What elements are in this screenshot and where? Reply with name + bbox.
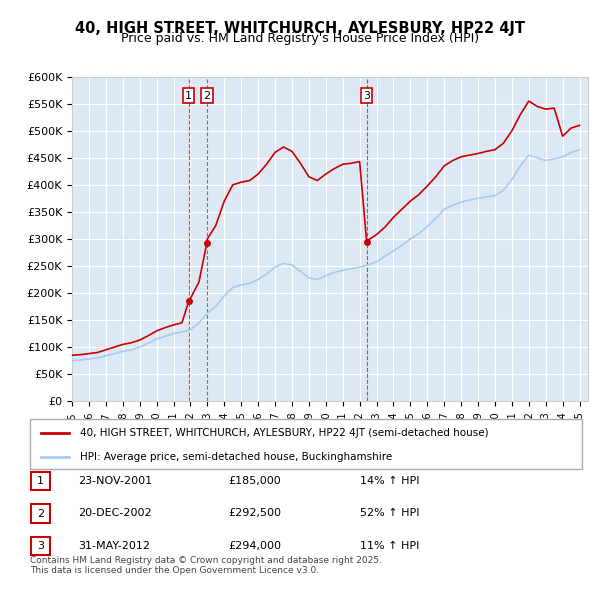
FancyBboxPatch shape [31, 537, 50, 555]
Text: 11% ↑ HPI: 11% ↑ HPI [360, 541, 419, 550]
Text: £294,000: £294,000 [228, 541, 281, 550]
Text: 2: 2 [203, 91, 211, 101]
Text: 23-NOV-2001: 23-NOV-2001 [78, 476, 152, 486]
Text: 14% ↑ HPI: 14% ↑ HPI [360, 476, 419, 486]
Text: Contains HM Land Registry data © Crown copyright and database right 2025.
This d: Contains HM Land Registry data © Crown c… [30, 556, 382, 575]
Text: HPI: Average price, semi-detached house, Buckinghamshire: HPI: Average price, semi-detached house,… [80, 451, 392, 461]
FancyBboxPatch shape [31, 472, 50, 490]
Text: 52% ↑ HPI: 52% ↑ HPI [360, 509, 419, 518]
Text: 20-DEC-2002: 20-DEC-2002 [78, 509, 152, 518]
Text: 40, HIGH STREET, WHITCHURCH, AYLESBURY, HP22 4JT: 40, HIGH STREET, WHITCHURCH, AYLESBURY, … [75, 21, 525, 35]
Text: 1: 1 [37, 476, 44, 486]
Text: 3: 3 [37, 541, 44, 551]
Text: £292,500: £292,500 [228, 509, 281, 518]
Text: 31-MAY-2012: 31-MAY-2012 [78, 541, 150, 550]
Text: 2: 2 [37, 509, 44, 519]
Text: Price paid vs. HM Land Registry's House Price Index (HPI): Price paid vs. HM Land Registry's House … [121, 32, 479, 45]
Text: 40, HIGH STREET, WHITCHURCH, AYLESBURY, HP22 4JT (semi-detached house): 40, HIGH STREET, WHITCHURCH, AYLESBURY, … [80, 428, 488, 438]
Text: 1: 1 [185, 91, 192, 101]
FancyBboxPatch shape [31, 504, 50, 523]
Text: 3: 3 [363, 91, 370, 101]
Text: £185,000: £185,000 [228, 476, 281, 486]
FancyBboxPatch shape [30, 419, 582, 469]
